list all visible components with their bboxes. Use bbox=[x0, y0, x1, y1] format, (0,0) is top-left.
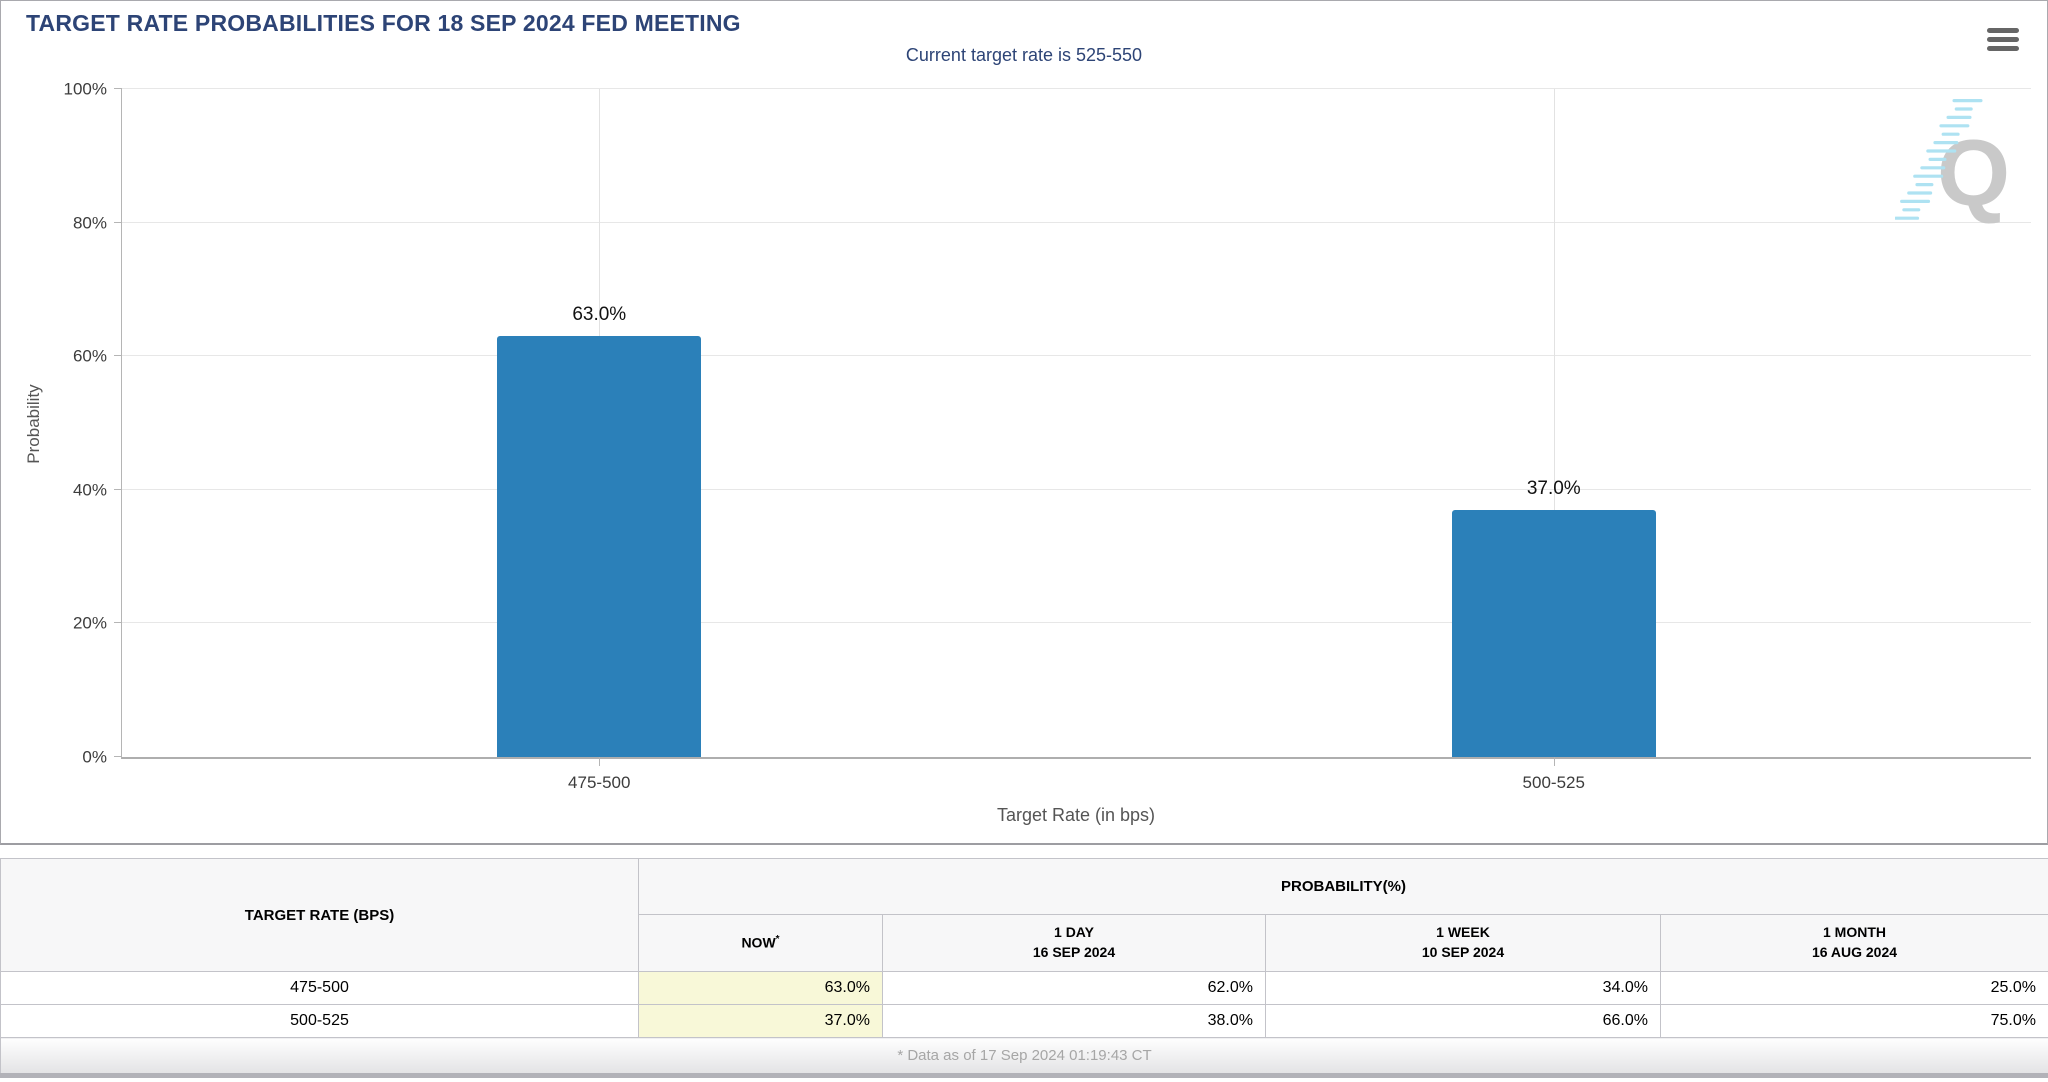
quikstrike-q-logo: Q bbox=[1895, 99, 2007, 225]
y-gridline bbox=[122, 221, 2031, 223]
y-tick-label: 60% bbox=[72, 346, 107, 366]
fedwatch-chart-panel: TARGET RATE PROBABILITIES FOR 18 SEP 202… bbox=[0, 0, 2048, 845]
chart-title: TARGET RATE PROBABILITIES FOR 18 SEP 202… bbox=[26, 10, 741, 36]
y-tick-label: 80% bbox=[72, 213, 107, 233]
y-tick-label: 100% bbox=[63, 79, 107, 99]
column-header-1-month: 1 MONTH 16 AUG 2024 bbox=[1660, 914, 2048, 972]
plot-area: 0% 20% 40% 60% 80% 100% 475-500 63.0% 500-525 37.… bbox=[64, 81, 2031, 792]
one-day-probability-cell: 38.0% bbox=[882, 1004, 1266, 1038]
x-tick bbox=[1553, 757, 1555, 766]
one-month-probability-cell: 25.0% bbox=[1660, 971, 2048, 1005]
hamburger-icon bbox=[1987, 46, 2019, 51]
now-probability-cell: 37.0% bbox=[638, 1004, 883, 1038]
one-day-probability-cell: 62.0% bbox=[882, 971, 1266, 1005]
one-week-probability-cell: 34.0% bbox=[1265, 971, 1661, 1005]
one-week-probability-cell: 66.0% bbox=[1265, 1004, 1661, 1038]
footnote-asterisk: * bbox=[775, 933, 780, 945]
y-gridline bbox=[122, 622, 2031, 624]
y-tick bbox=[114, 88, 122, 89]
y-axis-title: Probability bbox=[24, 384, 43, 464]
column-header-1-day: 1 DAY 16 SEP 2024 bbox=[882, 914, 1266, 972]
y-gridline bbox=[122, 88, 2031, 89]
x-gridline bbox=[1553, 89, 1555, 757]
bar-500-525[interactable] bbox=[1451, 509, 1656, 757]
one-month-probability-cell: 75.0% bbox=[1660, 1004, 2048, 1038]
y-tick-label: 40% bbox=[72, 480, 107, 500]
bar-value-label: 63.0% bbox=[572, 304, 627, 326]
chart-subtitle: Current target rate is 525-550 bbox=[905, 45, 1143, 65]
probability-table-body: 475-500 63.0% 62.0% 34.0% 25.0% 500-525 37.0% 3… bbox=[0, 971, 2048, 1038]
y-gridline bbox=[122, 355, 2031, 357]
x-tick-label: 500-525 bbox=[1522, 773, 1585, 792]
column-header-1-week: 1 WEEK 10 SEP 2024 bbox=[1265, 914, 1661, 972]
table-row: 500-525 37.0% 38.0% 66.0% 75.0% bbox=[0, 1004, 2048, 1038]
data-as-of-footnote: * Data as of 17 Sep 2024 01:19:43 CT bbox=[0, 1037, 2048, 1078]
y-tick-label: 0% bbox=[82, 747, 107, 767]
column-header-now: NOW* bbox=[638, 914, 883, 972]
x-axis-title: Target Rate (in bps) bbox=[996, 805, 1156, 825]
y-tick-label: 20% bbox=[72, 613, 107, 633]
x-tick bbox=[599, 757, 601, 766]
y-tick bbox=[114, 488, 122, 490]
chart-menu-button[interactable] bbox=[1987, 28, 2019, 51]
target-rate-cell: 500-525 bbox=[0, 1004, 639, 1038]
column-header-probability: PROBABILITY(%) bbox=[638, 858, 2048, 915]
y-tick bbox=[114, 355, 122, 357]
bar-value-label: 37.0% bbox=[1526, 477, 1581, 499]
now-probability-cell: 63.0% bbox=[638, 971, 883, 1005]
y-tick bbox=[114, 756, 122, 757]
bar-475-500[interactable] bbox=[497, 336, 702, 757]
probability-table: TARGET RATE (BPS) PROBABILITY(%) NOW* 1 … bbox=[0, 858, 2048, 1078]
svg-text:Q: Q bbox=[1937, 120, 2007, 225]
y-tick bbox=[114, 221, 122, 223]
x-tick-label: 475-500 bbox=[568, 773, 631, 792]
y-gridline bbox=[122, 488, 2031, 490]
column-header-target-rate: TARGET RATE (BPS) bbox=[0, 858, 639, 972]
hamburger-icon bbox=[1987, 37, 2019, 42]
table-row: 475-500 63.0% 62.0% 34.0% 25.0% bbox=[0, 971, 2048, 1005]
target-rate-cell: 475-500 bbox=[0, 971, 639, 1005]
y-tick bbox=[114, 622, 122, 624]
hamburger-icon bbox=[1987, 28, 2019, 33]
